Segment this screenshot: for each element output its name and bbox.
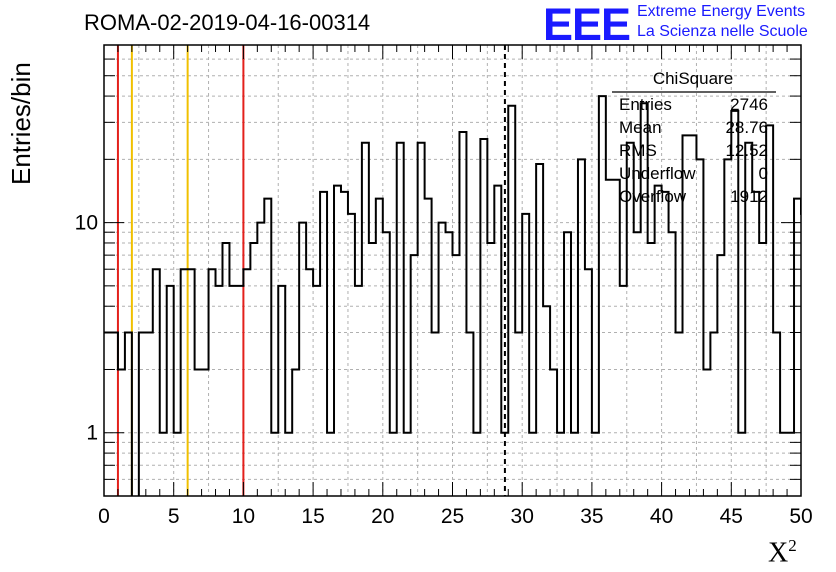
stats-label-mean: Mean xyxy=(619,118,662,137)
x-tick-label: 35 xyxy=(580,505,603,528)
stats-label-underflow: Underflow xyxy=(619,164,696,183)
x-axis-label-text: X xyxy=(768,537,789,569)
stats-name: ChiSquare xyxy=(653,69,733,88)
x-tick-label: 15 xyxy=(301,505,324,528)
x-tick-label: 5 xyxy=(168,505,180,528)
stats-value-underflow: 0 xyxy=(759,164,768,183)
y-tick-label: 1 xyxy=(86,422,98,445)
stats-label-rms: RMS xyxy=(619,141,657,160)
marker-lines xyxy=(116,45,506,496)
x-axis-label: X2 xyxy=(768,536,797,569)
x-tick-label: 45 xyxy=(720,505,743,528)
stats-value-rms: 12.52 xyxy=(725,141,768,160)
y-tick-label: 10 xyxy=(75,212,98,235)
x-tick-label: 50 xyxy=(789,505,812,528)
stats-box: ChiSquare Entries 2746 Mean 28.76 RMS 12.52 Un… xyxy=(612,69,776,206)
x-tick-label: 30 xyxy=(511,505,534,528)
plot-frame xyxy=(103,44,802,497)
stats-value-entries: 2746 xyxy=(730,95,768,114)
x-tick-label: 20 xyxy=(371,505,394,528)
x-tick-label: 40 xyxy=(650,505,673,528)
stats-label-overflow: Overflow xyxy=(619,187,687,206)
stats-value-overflow: 1912 xyxy=(730,187,768,206)
axis-ticks: 0 5 10 15 20 25 30 35 40 45 50 1 10 xyxy=(75,45,813,528)
plot-title: ROMA-02-2019-04-16-00314 xyxy=(84,10,371,35)
x-tick-label: 10 xyxy=(232,505,255,528)
grid-lines xyxy=(103,45,802,496)
logo-line-1: Extreme Energy Events xyxy=(637,3,806,20)
x-tick-label: 25 xyxy=(441,505,464,528)
x-tick-label: 0 xyxy=(98,505,110,528)
logo-line-2: La Scienza nelle Scuole xyxy=(637,23,808,40)
histogram-series xyxy=(104,95,801,496)
eee-logo: EEE xyxy=(543,0,631,50)
stats-label-entries: Entries xyxy=(619,95,672,114)
x-axis-label-superscript: 2 xyxy=(788,536,797,555)
stats-value-mean: 28.76 xyxy=(725,118,768,137)
